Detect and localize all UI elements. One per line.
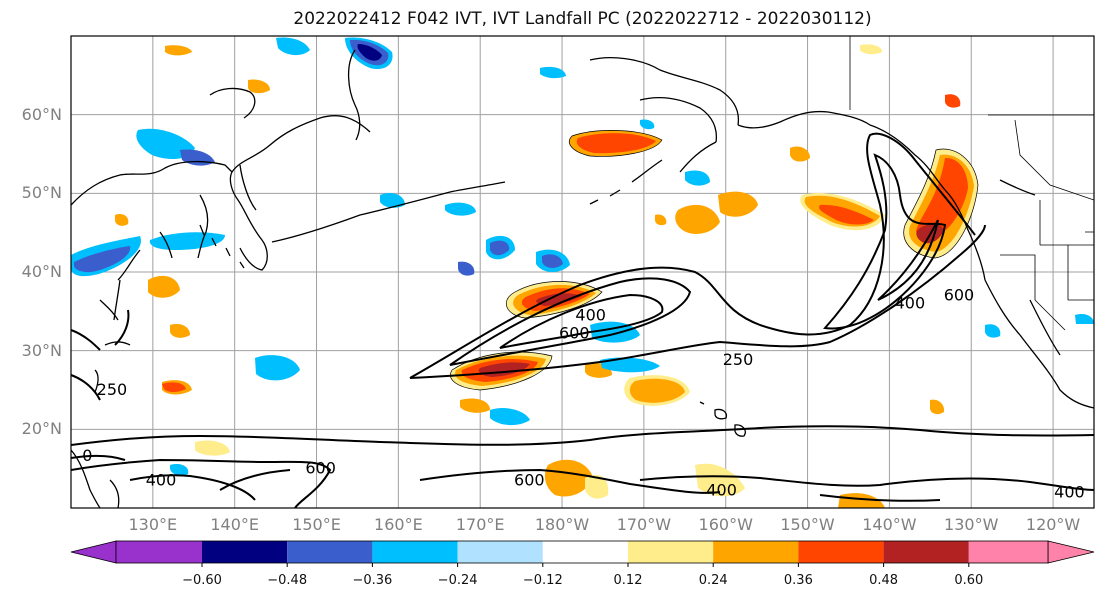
colorbar-segment: [542, 541, 628, 563]
contour-label: 400: [575, 305, 606, 324]
contour-label: 400: [1054, 482, 1085, 501]
colorbar-label: 0.48: [869, 573, 899, 588]
colorbar-label: 0.36: [783, 573, 813, 588]
colorbar-label: −0.60: [182, 573, 222, 588]
colorbar-extend-low: [70, 540, 117, 564]
contour-label: 600: [514, 470, 545, 489]
colorbar-label: −0.48: [267, 573, 308, 588]
colorbar-segment: [713, 541, 799, 563]
contour-label: 250: [97, 380, 128, 399]
lon-tick-label: 170°W: [616, 515, 672, 534]
lon-tick-label: 130°E: [128, 515, 178, 534]
contour-label: 400: [146, 470, 177, 489]
colorbar: [70, 540, 1095, 567]
colorbar-label: −0.12: [522, 573, 563, 588]
lat-tick-label: 50°N: [21, 183, 62, 203]
lon-tick-label: 140°E: [210, 515, 259, 534]
colorbar-segment: [372, 541, 458, 563]
colorbar-extend-high: [1047, 540, 1095, 564]
lat-tick-label: 20°N: [21, 419, 62, 439]
shading-outlines: [450, 130, 979, 391]
colorbar-label: 0.24: [698, 573, 728, 588]
colorbar-label: 0.60: [954, 573, 984, 588]
colorbar-frame: [115, 540, 1049, 564]
map-frame: [70, 35, 1095, 509]
contour-label: 400: [895, 293, 926, 312]
colorbar-segment: [457, 541, 543, 563]
contour-label: 250: [723, 350, 754, 369]
contour-label: 600: [559, 323, 590, 342]
colorbar-segment: [883, 541, 969, 563]
contour-label: 600: [305, 459, 336, 478]
lat-tick-label: 40°N: [21, 262, 62, 281]
colorbar-label: −0.36: [352, 573, 393, 588]
lon-tick-label: 150°E: [292, 515, 341, 534]
colorbar-segment: [968, 541, 1048, 563]
lon-tick-label: 150°W: [780, 515, 835, 534]
colorbar-segment: [287, 541, 373, 563]
contour-label: 600: [944, 286, 975, 305]
lat-tick-label: 30°N: [21, 340, 62, 360]
ivt-anomaly-shading: [71, 37, 1094, 508]
lon-tick-label: 120°W: [1025, 515, 1081, 534]
colorbar-label: 0.12: [613, 573, 643, 588]
lon-tick-label: 160°E: [374, 515, 423, 534]
colorbar-segment: [798, 541, 884, 563]
lon-tick-label: 180°W: [534, 515, 590, 534]
colorbar-segment: [116, 541, 202, 563]
colorbar-label: −0.24: [437, 573, 478, 588]
lat-tick-label: 60°N: [21, 104, 62, 124]
colorbar-segment: [628, 541, 714, 563]
ivt-contours: [71, 132, 1094, 508]
map-title: 2022022412 F042 IVT, IVT Landfall PC (20…: [293, 9, 872, 29]
lon-tick-label: 160°W: [698, 515, 753, 534]
lon-tick-label: 140°W: [862, 515, 917, 534]
contour-label: 0: [82, 446, 92, 465]
lon-tick-label: 170°E: [455, 515, 505, 534]
contour-label: 400: [706, 481, 737, 500]
coastlines: [71, 36, 1094, 508]
lon-tick-label: 130°W: [944, 515, 999, 534]
colorbar-segment: [202, 541, 288, 563]
